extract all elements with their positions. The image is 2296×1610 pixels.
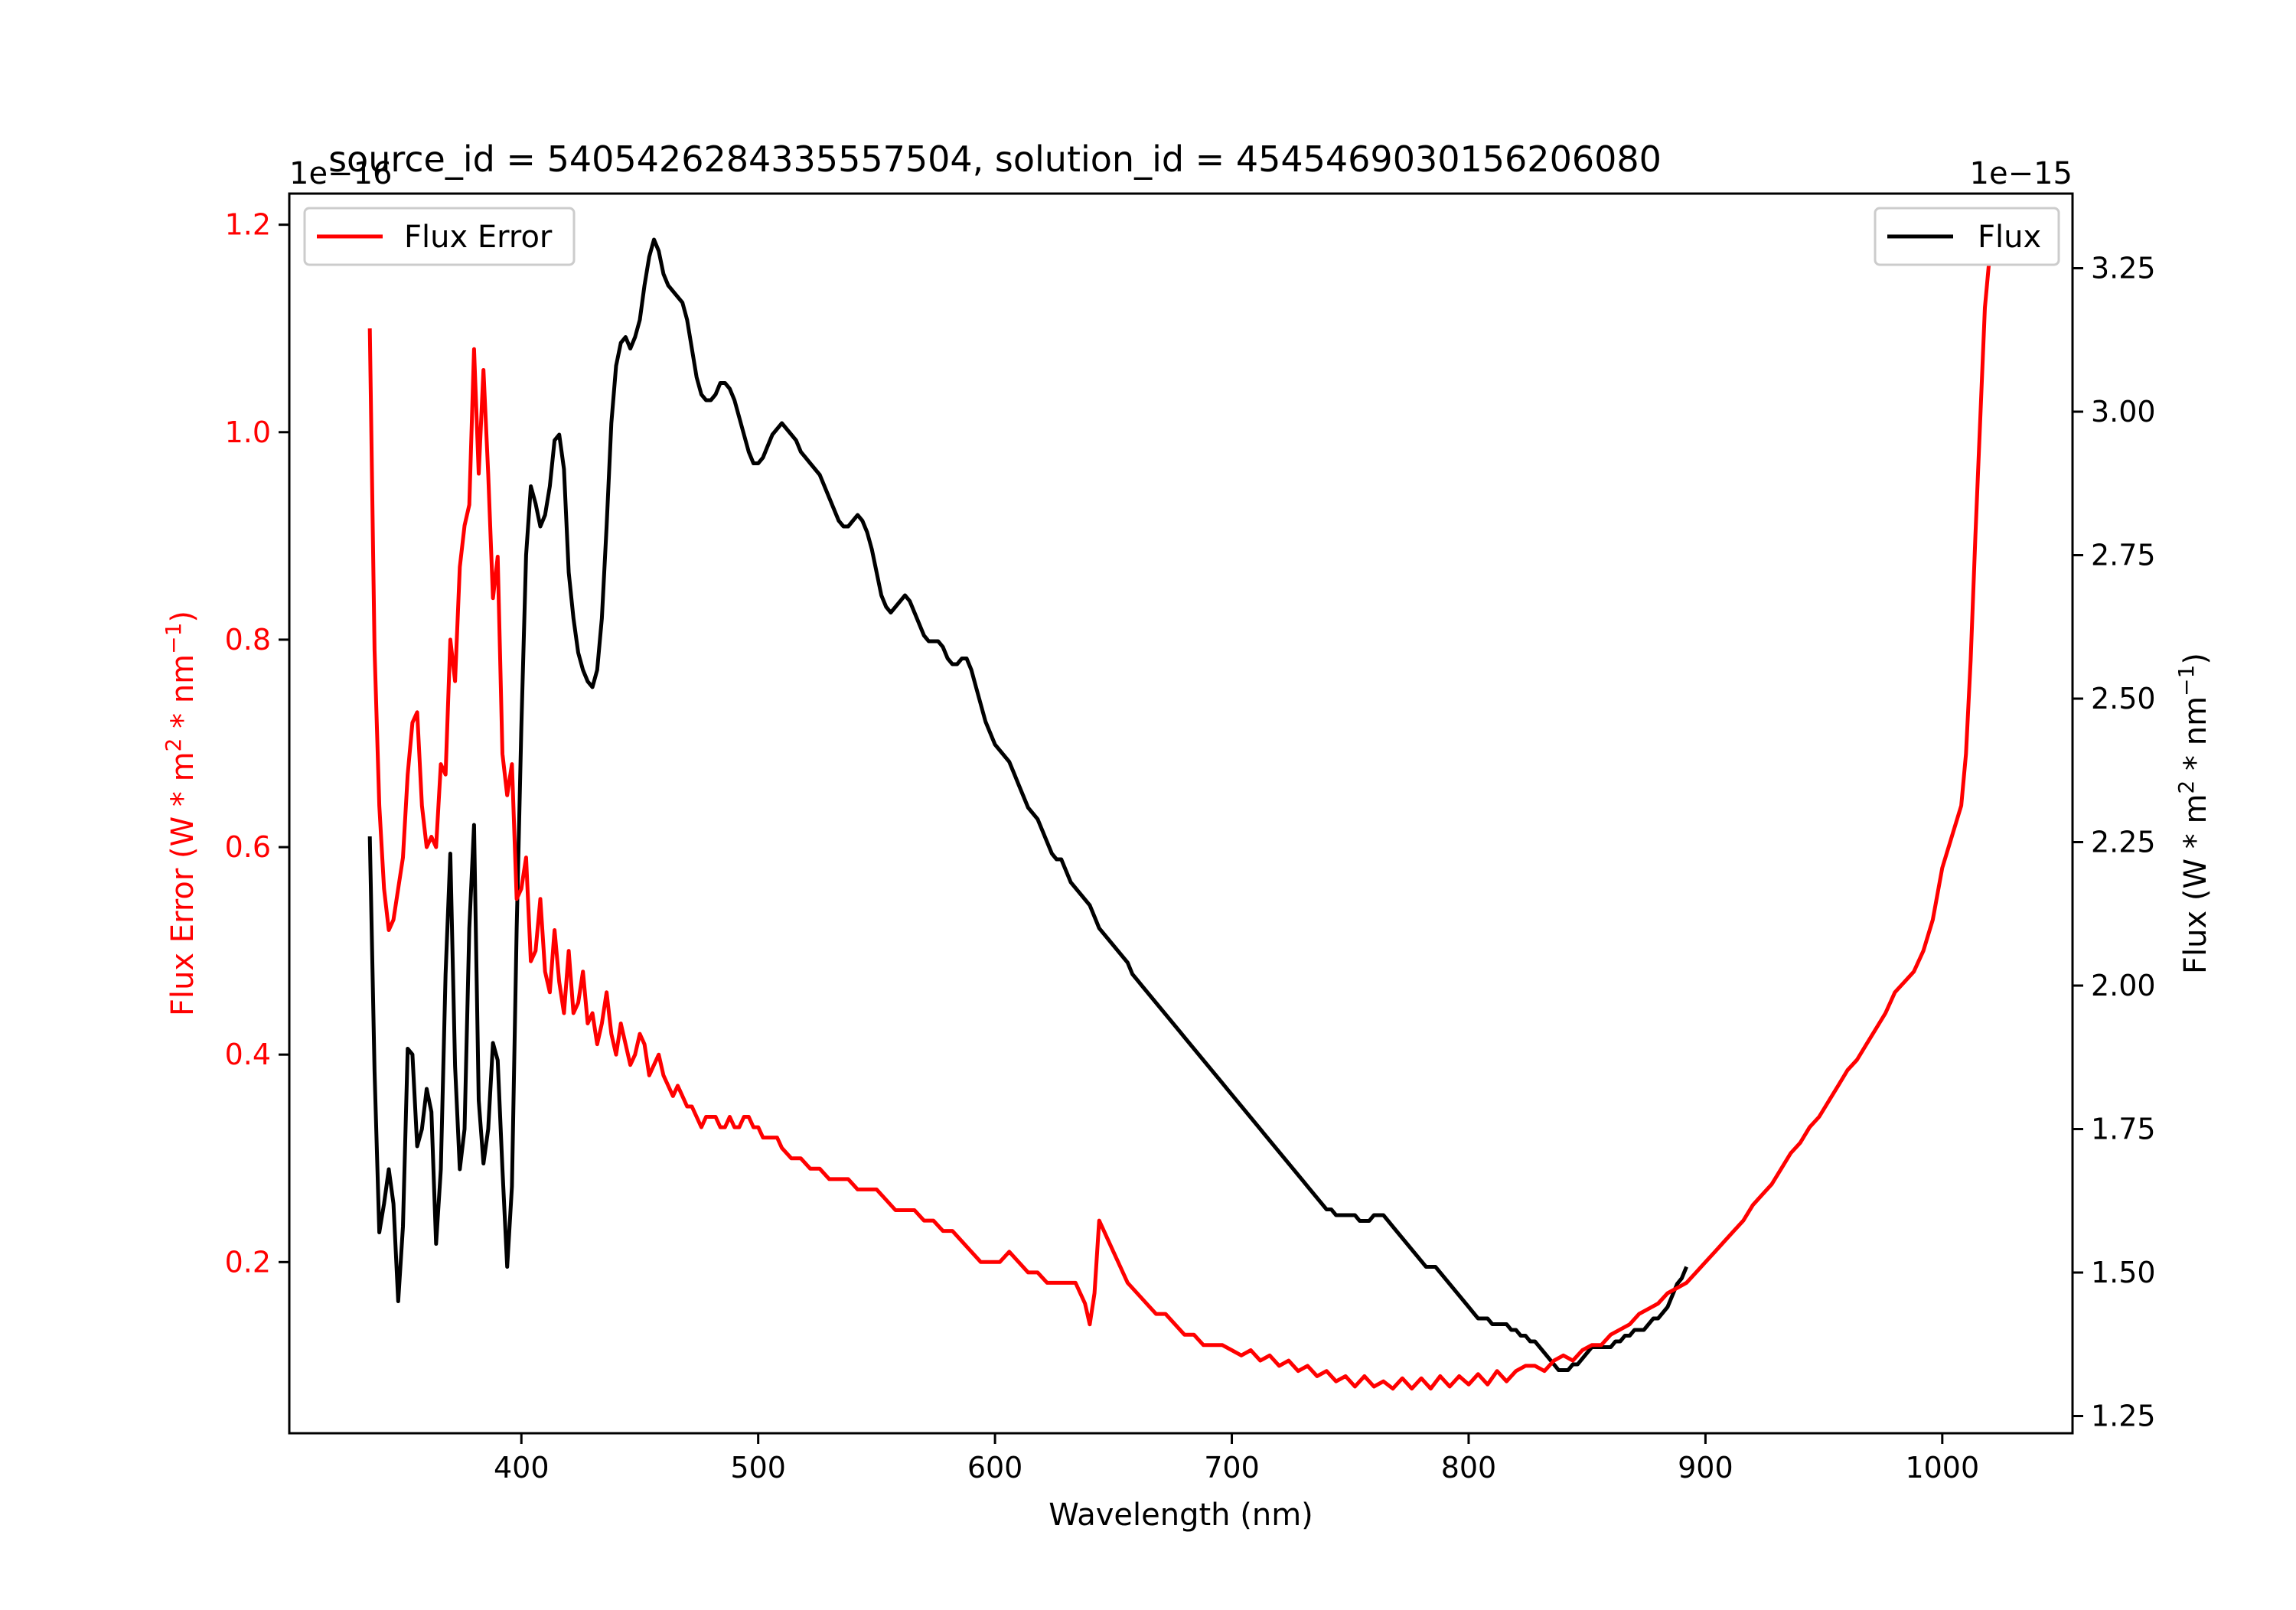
left-tick-label: 0.2 <box>225 1245 271 1279</box>
right-tick-label: 3.25 <box>2091 252 2156 285</box>
series-line-flux <box>367 237 1688 1372</box>
legend-flux: Flux <box>1874 207 2060 266</box>
left-axis-offset-text: 1e−16 <box>289 156 392 191</box>
legend-flux-error-label: Flux Error <box>404 220 553 255</box>
x-tick-label: 400 <box>494 1451 550 1485</box>
left-tick-label: 1.0 <box>225 416 271 449</box>
left-tick-label: 1.2 <box>225 208 271 242</box>
x-tick-label: 600 <box>967 1451 1023 1485</box>
left-tick-label: 0.6 <box>225 830 271 864</box>
left-axis-label: Flux Error (W * m2 * nm−1) <box>161 611 201 1016</box>
left-axis-ticks: 0.2 0.4 0.6 0.8 1.0 1.2 <box>225 208 289 1279</box>
right-tick-label: 2.75 <box>2091 539 2156 572</box>
right-tick-label: 1.25 <box>2091 1400 2156 1433</box>
x-axis-label: Wavelength (nm) <box>1049 1498 1313 1533</box>
right-axis-offset-text: 1e−15 <box>1970 156 2073 191</box>
right-axis-label: Flux (W * m2 * nm−1) <box>2174 653 2214 974</box>
x-tick-label: 500 <box>730 1451 786 1485</box>
left-tick-label: 0.8 <box>225 623 271 657</box>
chart-title: source_id = 5405426284335557504, solutio… <box>328 139 1662 180</box>
x-tick-label: 900 <box>1678 1451 1733 1485</box>
right-tick-label: 3.00 <box>2091 395 2156 429</box>
right-tick-label: 2.50 <box>2091 682 2156 715</box>
right-tick-label: 2.25 <box>2091 826 2156 859</box>
x-tick-label: 800 <box>1441 1451 1497 1485</box>
plot-frame <box>288 192 2074 1435</box>
right-tick-label: 1.50 <box>2091 1256 2156 1289</box>
right-axis-ticks: 1.25 1.50 1.75 2.00 2.25 2.50 2.75 3.00 3.25 <box>2073 252 2156 1433</box>
x-tick-label: 700 <box>1204 1451 1260 1485</box>
legend-flux-error: Flux Error <box>303 207 576 266</box>
series-line-flux-error <box>367 256 1992 1391</box>
right-tick-label: 1.75 <box>2091 1113 2156 1146</box>
x-axis-ticks: 400 500 600 700 800 900 1000 <box>494 1433 1979 1485</box>
left-tick-label: 0.4 <box>225 1038 271 1071</box>
right-tick-label: 2.00 <box>2091 969 2156 1002</box>
legend-flux-label: Flux <box>1978 220 2041 255</box>
x-tick-label: 1000 <box>1905 1451 1979 1485</box>
